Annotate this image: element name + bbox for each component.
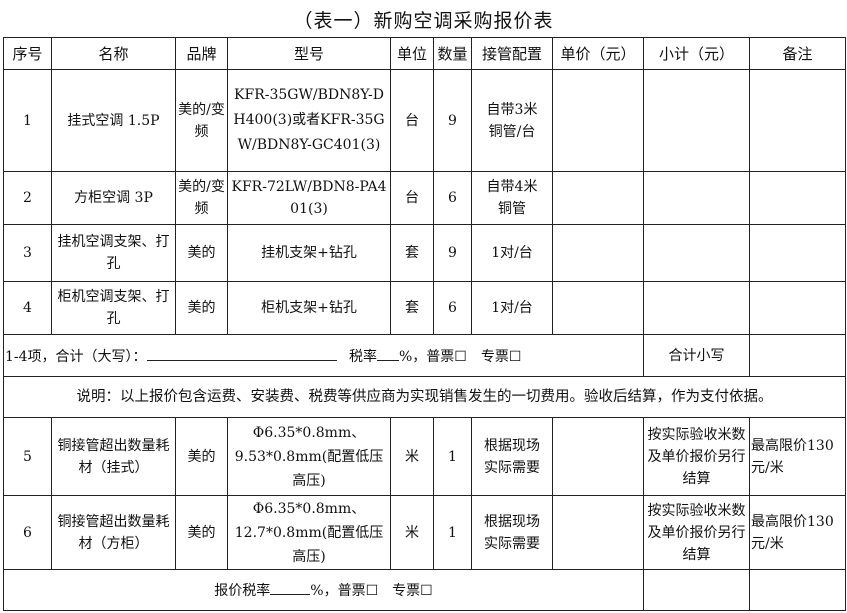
cell-remark: 最高限价130元/米 bbox=[749, 417, 846, 496]
note-row: 说明：以上报价包含运费、安装费、税费等供应商为实现销售发生的一切费用。验收后结算… bbox=[3, 376, 846, 418]
cell-model: 挂机支架+钻孔 bbox=[227, 224, 391, 282]
cell-no: 6 bbox=[3, 495, 52, 570]
header-row: 序号 名称 品牌 型号 单位 数量 接管配置 单价（元） 小计（元） 备注 bbox=[3, 37, 846, 70]
cell-name: 方柜空调 3P bbox=[51, 171, 176, 225]
cell-name: 柜机空调支架、打孔 bbox=[51, 281, 176, 335]
total-amount-blank[interactable] bbox=[146, 344, 337, 361]
small-total-value[interactable] bbox=[749, 334, 846, 377]
cell-pipe: 根据现场实际需要 bbox=[471, 417, 553, 496]
cell-price[interactable] bbox=[552, 417, 644, 496]
cell-remark[interactable] bbox=[749, 69, 846, 172]
cell-subtotal[interactable] bbox=[643, 224, 750, 282]
invoice-type-options[interactable]: %，普票☐ 专票☐ bbox=[399, 348, 522, 365]
total-cell: 1-4项，合计（大写）： 税率 %，普票☐ 专票☐ bbox=[3, 334, 644, 377]
col-header: 型号 bbox=[227, 37, 391, 70]
cell-no: 4 bbox=[3, 281, 52, 335]
page-title: （表一）新购空调采购报价表 bbox=[293, 10, 554, 32]
cell-name: 挂机空调支架、打孔 bbox=[51, 224, 176, 282]
small-total-label: 合计小写 bbox=[643, 334, 750, 377]
cell-subtotal[interactable] bbox=[643, 171, 750, 225]
cell-model: KFR-72LW/BDN8-PA401(3) bbox=[227, 171, 391, 225]
cell-model: Φ6.35*0.8mm、12.7*0.8mm(配置低压高压) bbox=[227, 495, 391, 570]
cell-qty: 9 bbox=[433, 224, 472, 282]
cell-price[interactable] bbox=[552, 495, 644, 570]
col-header: 品牌 bbox=[175, 37, 228, 70]
quote-tax-blank[interactable] bbox=[270, 578, 311, 595]
total-label: 1-4项，合计（大写）： bbox=[5, 348, 147, 365]
footer-cell: 报价税率 %，普票☐ 专票☐ bbox=[3, 569, 644, 611]
cell-no: 1 bbox=[3, 69, 52, 172]
cell-unit: 套 bbox=[390, 281, 434, 335]
cell-pipe: 1对/台 bbox=[471, 281, 553, 335]
table-row: 6 铜接管超出数量耗材（方柜） 美的 Φ6.35*0.8mm、12.7*0.8m… bbox=[3, 495, 846, 570]
footer-remark[interactable] bbox=[749, 569, 846, 611]
col-header: 序号 bbox=[3, 37, 52, 70]
col-header: 单位 bbox=[390, 37, 434, 70]
cell-brand: 美的 bbox=[175, 281, 228, 335]
table-row: 2 方柜空调 3P 美的/变频 KFR-72LW/BDN8-PA401(3) 台… bbox=[3, 171, 846, 225]
table-row: 5 铜接管超出数量耗材（挂式） 美的 Φ6.35*0.8mm、9.53*0.8m… bbox=[3, 417, 846, 496]
col-header: 备注 bbox=[749, 37, 846, 70]
cell-subtotal: 按实际验收米数及单价报价另行结算 bbox=[643, 495, 750, 570]
note-text: 说明：以上报价包含运费、安装费、税费等供应商为实现销售发生的一切费用。验收后结算… bbox=[3, 376, 846, 418]
cell-qty: 1 bbox=[433, 417, 472, 496]
cell-price[interactable] bbox=[552, 224, 644, 282]
cell-model: KFR-35GW/BDN8Y-DH400(3)或者KFR-35GW/BDN8Y-… bbox=[227, 69, 391, 172]
cell-no: 5 bbox=[3, 417, 52, 496]
cell-pipe: 1对/台 bbox=[471, 224, 553, 282]
cell-pipe: 根据现场实际需要 bbox=[471, 495, 553, 570]
table-row: 4 柜机空调支架、打孔 美的 柜机支架+钻孔 套 6 1对/台 bbox=[3, 281, 846, 335]
cell-subtotal[interactable] bbox=[643, 281, 750, 335]
cell-model: Φ6.35*0.8mm、9.53*0.8mm(配置低压高压) bbox=[227, 417, 391, 496]
quote-tax-label: 报价税率 bbox=[214, 583, 271, 599]
cell-name: 挂式空调 1.5P bbox=[51, 69, 176, 172]
invoice-type-options[interactable]: %，普票☐ 专票☐ bbox=[310, 583, 433, 599]
cell-brand: 美的/变频 bbox=[175, 69, 228, 172]
cell-qty: 9 bbox=[433, 69, 472, 172]
cell-model: 柜机支架+钻孔 bbox=[227, 281, 391, 335]
cell-subtotal[interactable] bbox=[643, 69, 750, 172]
cell-unit: 台 bbox=[390, 69, 434, 172]
cell-unit: 台 bbox=[390, 171, 434, 225]
table-row: 1 挂式空调 1.5P 美的/变频 KFR-35GW/BDN8Y-DH400(3… bbox=[3, 69, 846, 172]
tax-rate-blank[interactable] bbox=[377, 344, 399, 361]
cell-subtotal: 按实际验收米数及单价报价另行结算 bbox=[643, 417, 750, 496]
cell-unit: 套 bbox=[390, 224, 434, 282]
cell-price[interactable] bbox=[552, 69, 644, 172]
cell-pipe: 自带4米铜管 bbox=[471, 171, 553, 225]
cell-brand: 美的 bbox=[175, 417, 228, 496]
cell-qty: 6 bbox=[433, 171, 472, 225]
tax-label: 税率 bbox=[349, 348, 377, 365]
cell-remark[interactable] bbox=[749, 281, 846, 335]
col-header: 单价（元） bbox=[552, 37, 644, 70]
col-header: 接管配置 bbox=[471, 37, 553, 70]
cell-remark[interactable] bbox=[749, 171, 846, 225]
col-header: 小计（元） bbox=[643, 37, 750, 70]
cell-qty: 1 bbox=[433, 495, 472, 570]
cell-price[interactable] bbox=[552, 171, 644, 225]
cell-remark[interactable] bbox=[749, 224, 846, 282]
cell-no: 3 bbox=[3, 224, 52, 282]
col-header: 名称 bbox=[51, 37, 176, 70]
table-row: 3 挂机空调支架、打孔 美的 挂机支架+钻孔 套 9 1对/台 bbox=[3, 224, 846, 282]
cell-unit: 米 bbox=[390, 495, 434, 570]
cell-brand: 美的 bbox=[175, 495, 228, 570]
cell-unit: 米 bbox=[390, 417, 434, 496]
cell-name: 铜接管超出数量耗材（方柜） bbox=[51, 495, 176, 570]
cell-qty: 6 bbox=[433, 281, 472, 335]
cell-name: 铜接管超出数量耗材（挂式） bbox=[51, 417, 176, 496]
footer-subtotal[interactable] bbox=[643, 569, 750, 611]
total-row: 1-4项，合计（大写）： 税率 %，普票☐ 专票☐ 合计小写 bbox=[3, 334, 846, 377]
cell-price[interactable] bbox=[552, 281, 644, 335]
cell-brand: 美的 bbox=[175, 224, 228, 282]
quote-table: 序号 名称 品牌 型号 单位 数量 接管配置 单价（元） 小计（元） 备注 1 … bbox=[3, 37, 846, 611]
col-header: 数量 bbox=[433, 37, 472, 70]
cell-no: 2 bbox=[3, 171, 52, 225]
cell-remark: 最高限价130元/米 bbox=[749, 495, 846, 570]
footer-row: 报价税率 %，普票☐ 专票☐ bbox=[3, 569, 846, 611]
cell-brand: 美的/变频 bbox=[175, 171, 228, 225]
cell-pipe: 自带3米铜管/台 bbox=[471, 69, 553, 172]
